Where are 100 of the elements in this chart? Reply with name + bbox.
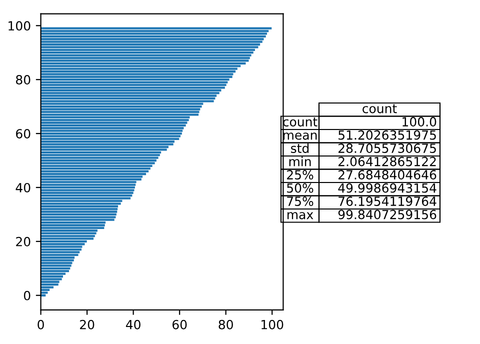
bar [40,232,96,234]
bar [40,159,156,162]
bar [40,248,82,251]
bar [40,132,182,135]
text: 49.9986943154 [338,183,436,193]
text: max [288,212,314,220]
bar [40,92,220,94]
text: 2.06412865122 [338,156,436,166]
bar [40,108,200,110]
text: 76.1954119764 [338,196,436,206]
bar [40,27,272,30]
bar [40,278,62,280]
bar [40,202,121,205]
y-tick-label: 80 [16,75,30,85]
bar [40,164,152,167]
bar [40,38,264,40]
bar [40,46,258,48]
bar [40,272,66,275]
bar [40,267,70,270]
bar [40,192,134,194]
text: mean [283,132,317,140]
bar [40,170,149,172]
bar [40,205,118,208]
x-tick-label: 20 [80,320,94,330]
bar [40,197,131,200]
bar [40,210,118,213]
text: 51.2026351975 [338,130,436,140]
x-tick-label: 40 [126,320,140,330]
bar [40,127,184,130]
bar [40,48,255,51]
bar [40,118,189,122]
bar [40,254,78,256]
bar [40,216,116,218]
bar [40,81,228,84]
text: min [289,156,311,166]
text: 75% [287,196,314,206]
bar [40,238,94,240]
bar [40,105,202,108]
text: 99.8407259156 [338,210,436,220]
bar [40,172,146,176]
bar [40,84,226,86]
bar [40,292,48,294]
bar [40,124,186,127]
bar [40,226,104,230]
text: count [362,104,397,114]
bar [40,62,246,64]
bar [40,243,85,246]
bar [40,60,249,62]
bar [40,280,60,283]
bar [40,275,64,278]
bar [40,270,70,272]
bar [40,264,72,267]
bar [40,218,114,221]
y-tick-label: 40 [16,182,30,192]
bar [40,94,217,97]
bar [40,184,136,186]
bar [40,73,234,76]
y-tick-label: 100 [8,21,30,31]
bar [40,56,250,60]
bar [40,54,252,56]
bar [40,135,181,138]
x-tick-label: 0 [38,320,44,330]
bar [40,194,132,197]
bar [40,148,167,151]
bar [40,234,95,238]
bar [40,68,238,70]
bar [40,262,72,264]
bar [40,246,82,248]
text: 27.6848404646 [338,170,436,180]
x-tick-label: 100 [262,320,284,330]
bar [40,100,214,102]
bar [40,213,116,216]
bar [40,251,80,254]
bar [40,168,150,170]
text: 100.0 [402,117,436,126]
annotation: count [283,118,318,126]
bar [40,70,236,73]
bar [40,162,155,164]
text: 50% [287,183,314,193]
bar [40,40,262,43]
bar [40,259,74,262]
bar [40,143,174,146]
bar [40,52,254,54]
bar [40,35,266,38]
bar [40,122,188,124]
bar [40,176,143,178]
y-tick-label: 0 [24,290,30,300]
bar [40,30,269,32]
bar [40,130,183,132]
bar [40,43,260,46]
bar [40,156,158,159]
bar [40,154,160,156]
text: std [291,143,309,153]
bar [40,97,216,100]
bar [40,114,199,116]
y-tick-label: 60 [16,129,30,138]
bar [40,186,135,189]
x-tick-label: 60 [172,320,187,330]
bar [40,110,200,114]
bar [40,178,142,180]
